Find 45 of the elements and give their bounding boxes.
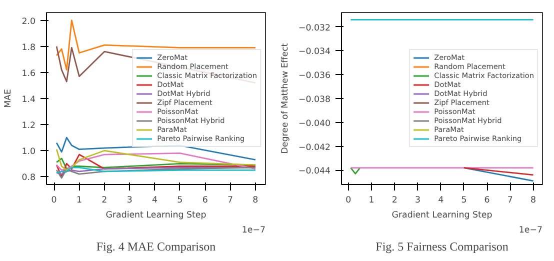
x-tick-label: 7 [228,196,234,206]
x-axis-title: Gradient Learning Step [392,210,493,220]
y-tick-label: 1.0 [22,147,36,158]
x-tick-label: 5 [461,196,467,206]
x-tick-label: 2 [102,196,108,206]
x-tick-label: 4 [438,196,444,206]
y-tick-label: 1.4 [22,95,36,105]
text: 1e−7 [518,226,542,236]
y-tick-label: 1.2 [22,121,36,132]
y-tick-label: −0.036 [298,71,331,82]
x-tick-label: 0 [346,196,352,206]
x-tick-label: 0 [51,196,57,206]
x-axis-title: Gradient Learning Step [106,210,207,220]
x-tick-label: 2 [392,196,398,206]
y-tick-label: −0.040 [298,118,331,129]
line-series [56,148,256,171]
y-axis-title: MAE [4,89,14,108]
x-tick-label: 4 [152,196,158,206]
text: 1e−7 [242,226,266,236]
x-tick-label: 7 [507,196,513,206]
line-series [56,166,256,179]
y-tick-label: −0.038 [298,95,331,105]
x-tick-label: 8 [530,196,536,206]
y-axis-title: Degree of Matthew Effect [280,42,290,154]
y-tick-label: −0.042 [298,142,331,153]
text: Fig. 5 Fairness Comparison [376,240,508,254]
y-tick-label: 2.0 [22,16,36,27]
x-tick-label: 6 [202,196,208,206]
x-tick-label: 8 [252,196,258,206]
line-series [56,20,256,71]
line-series [56,154,256,178]
y-tick-label: 1.6 [22,68,36,79]
x-tick-label: 3 [414,196,421,206]
x-tick-label: 5 [177,196,183,206]
y-tick-label: 0.8 [22,173,36,184]
x-tick-label: 1 [368,196,374,206]
y-tick-label: −0.032 [298,23,331,34]
x-tick-label: 3 [126,196,132,206]
x-tick-label: 6 [484,196,490,206]
y-tick-label: 1.8 [22,42,36,53]
line-series [56,152,256,171]
x-tick-label: 1 [76,196,82,206]
y-tick-label: −0.034 [298,47,331,58]
y-tick-label: −0.044 [298,166,331,177]
text: Fig. 4 MAE Comparison [96,240,216,254]
